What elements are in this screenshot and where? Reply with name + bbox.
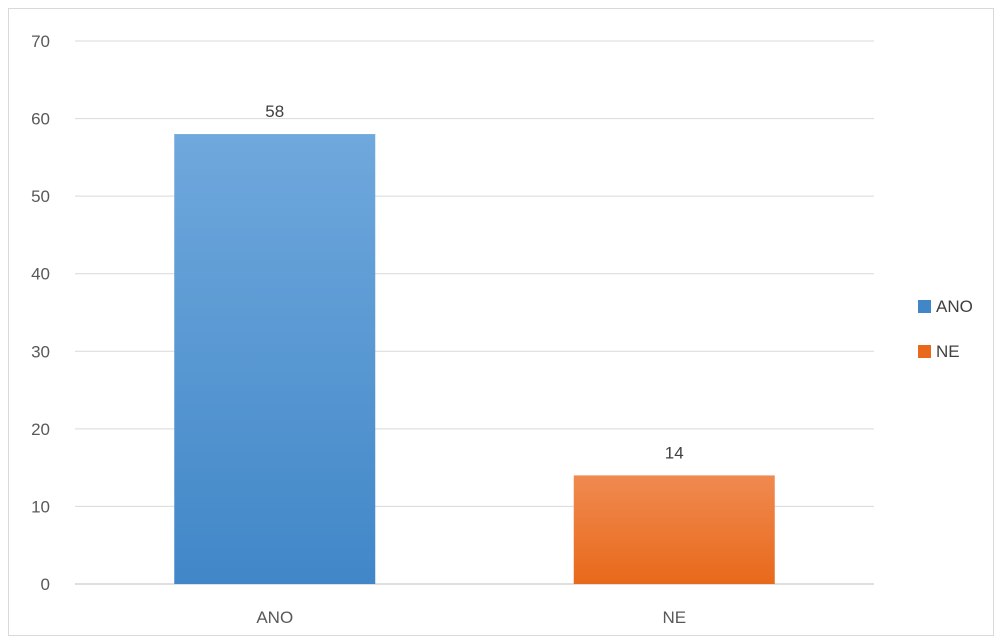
x-tick-label: NE xyxy=(662,608,686,627)
data-labels: 58 14 xyxy=(265,102,683,462)
x-tick-label: ANO xyxy=(256,608,293,627)
bar-ano xyxy=(174,134,376,585)
y-tick-label: 0 xyxy=(41,575,50,594)
y-tick-label: 30 xyxy=(31,342,50,361)
legend: ANO NE xyxy=(918,297,973,361)
legend-label: ANO xyxy=(936,297,973,316)
legend-label: NE xyxy=(936,342,960,361)
legend-swatch xyxy=(918,345,931,358)
x-axis-ticks: ANO NE xyxy=(256,608,686,627)
bars xyxy=(174,134,775,585)
bar-ne xyxy=(573,475,775,584)
y-axis-ticks: 0 10 20 30 40 50 60 70 xyxy=(31,32,50,594)
y-tick-label: 50 xyxy=(31,187,50,206)
y-tick-label: 60 xyxy=(31,110,50,129)
data-label: 14 xyxy=(665,443,684,462)
y-tick-label: 20 xyxy=(31,420,50,439)
legend-swatch xyxy=(918,300,931,313)
data-label: 58 xyxy=(265,102,284,121)
y-tick-label: 10 xyxy=(31,497,50,516)
y-tick-label: 70 xyxy=(31,32,50,51)
chart-frame xyxy=(8,8,994,636)
y-tick-label: 40 xyxy=(31,265,50,284)
